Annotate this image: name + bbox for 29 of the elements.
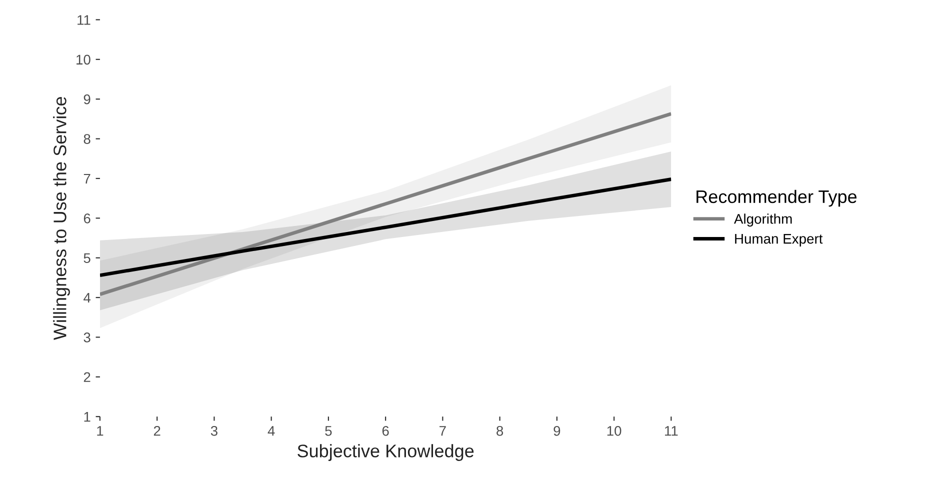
y-tick-label: 6 [84,213,90,224]
y-axis-title: Willingness to Use the Service [53,97,70,340]
y-tick-label: 2 [84,372,90,382]
x-tick-label: 10 [607,426,622,436]
y-tick-label: 10 [76,54,90,65]
line-series [100,112,672,296]
x-tick-label: 7 [440,426,446,436]
x-tick-label: 8 [496,426,504,436]
x-tick-label: 11 [665,426,678,436]
y-tick-label: 11 [78,15,90,25]
x-tick-label: 3 [210,426,218,436]
y-tick-label: 7 [84,174,90,184]
x-axis-title: Subjective Knowledge [298,444,474,461]
x-tick-label: 5 [325,426,332,436]
x-tick-label: 6 [382,426,389,436]
x-tick-label: 1 [97,426,104,436]
y-tick-label: 8 [84,134,90,144]
legend-label: Algorithm [734,214,792,227]
legend-title: Recommender Type [696,190,857,207]
x-tick-label: 9 [554,426,560,436]
x-tick-label: 2 [154,426,160,436]
y-tick-label: 5 [84,253,90,264]
y-tick-label: 3 [84,332,90,342]
x-tick-label: 4 [268,426,275,436]
y-tick-label: 9 [84,94,90,104]
legend-label: Human Expert [735,234,823,246]
y-tick-label: 1 [84,412,90,422]
y-tick-label: 4 [84,293,91,303]
line-series [100,178,672,278]
